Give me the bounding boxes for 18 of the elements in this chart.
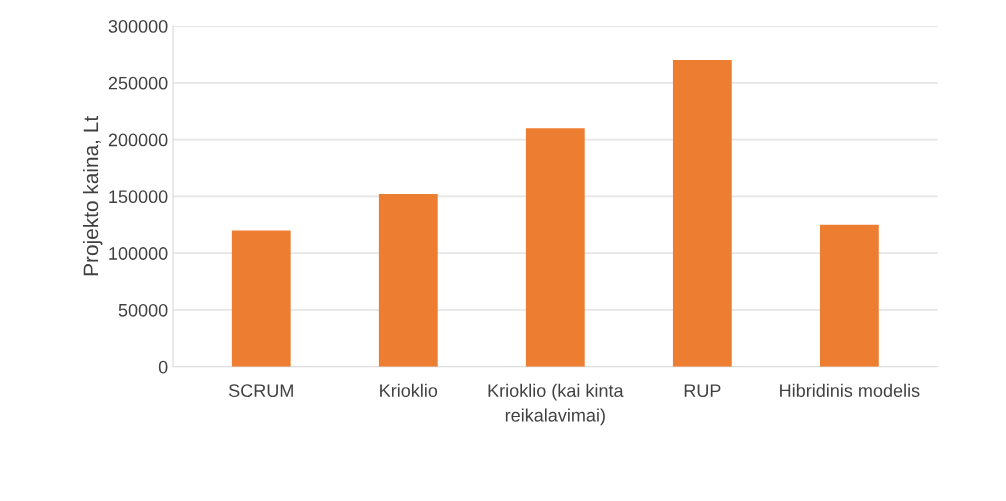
bar	[378, 194, 438, 367]
y-tick-label: 100000	[109, 247, 168, 260]
y-tick-label: 300000	[108, 19, 168, 33]
y-tick-label: 50000	[118, 303, 168, 317]
bar	[231, 230, 291, 367]
y-tick-label: 0	[158, 360, 168, 374]
y-tick-label: 250000	[108, 76, 168, 90]
bar	[819, 224, 879, 367]
bar	[672, 60, 732, 367]
y-axis-title: Projekto kaina, Lt	[82, 116, 103, 276]
bar	[525, 128, 585, 367]
x-tick-label: Krioklio (kai kinta reikalavimai)	[488, 383, 624, 426]
x-tick-label: RUP	[684, 384, 721, 398]
x-tick-label: SCRUM	[228, 384, 293, 398]
x-tick-label: Hibridinis modelis	[780, 383, 920, 398]
x-tick-label: Krioklio	[380, 383, 438, 398]
y-tick-label: 200000	[108, 133, 168, 147]
y-tick-label: 150000	[109, 190, 168, 204]
